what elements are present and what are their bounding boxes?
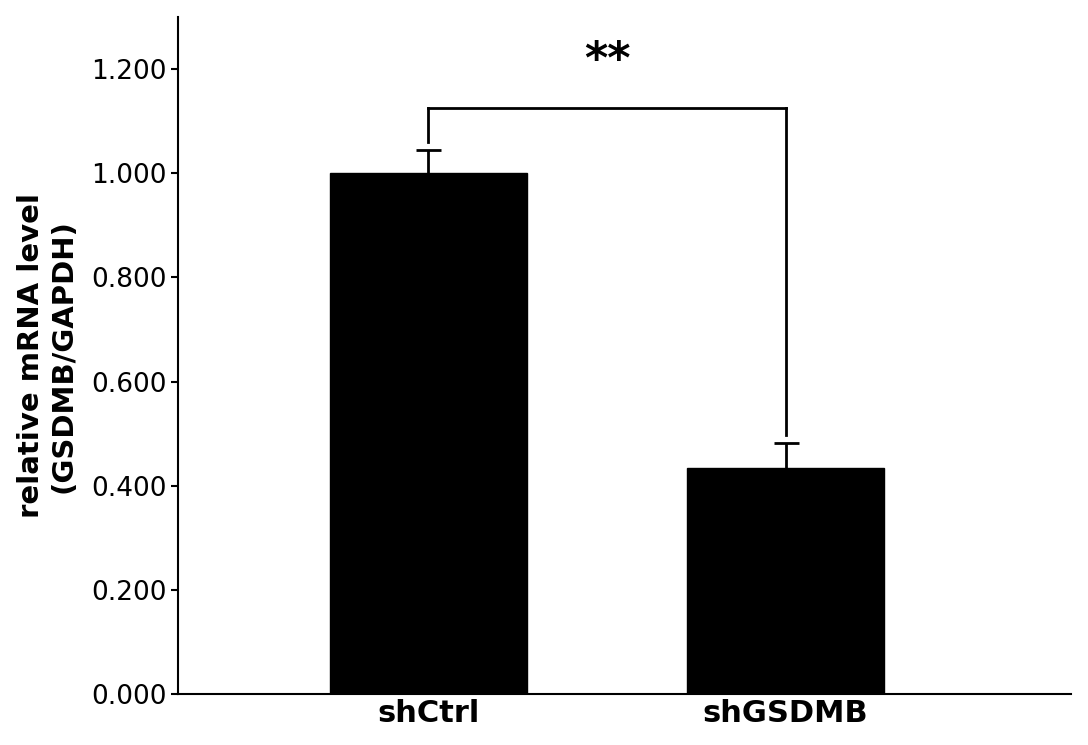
Text: **: ** xyxy=(583,39,630,82)
Y-axis label: relative mRNA level
(GSDMB/GAPDH): relative mRNA level (GSDMB/GAPDH) xyxy=(16,193,77,518)
Bar xyxy=(688,468,883,694)
Bar xyxy=(330,173,527,694)
